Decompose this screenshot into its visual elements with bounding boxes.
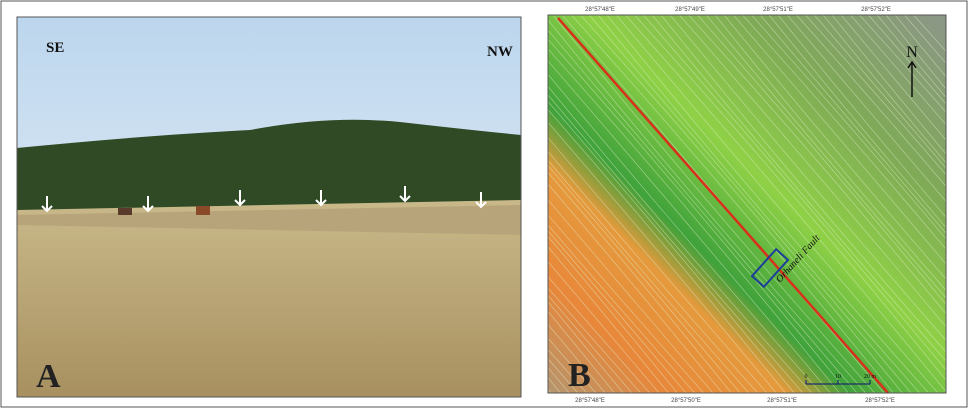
coord-label: 28°57'48"E xyxy=(585,7,615,13)
coord-label: 28°57'51"E xyxy=(767,398,797,404)
page: {"panels": [ {"label": "A", "annotations… xyxy=(0,0,968,408)
coord-label: 28°57'51"E xyxy=(763,7,793,13)
coord-label: 28°57'52"E xyxy=(861,7,891,13)
panel-label: B xyxy=(568,357,591,394)
scale-label: 20 m xyxy=(864,374,877,380)
panel-label: A xyxy=(36,358,61,395)
scale-label: 0 xyxy=(805,374,808,380)
north-label: N xyxy=(906,44,918,61)
scale-label: 10 xyxy=(835,374,841,380)
annotation: NW xyxy=(487,44,513,60)
coord-label: 28°57'50"E xyxy=(671,398,701,404)
coord-label: 28°57'49"E xyxy=(675,7,705,13)
annotation: SE xyxy=(46,40,64,56)
coord-label: 28°57'52"E xyxy=(865,398,895,404)
photo-panel: SE NW A xyxy=(17,17,521,397)
figure: SE NW A Orhaneli Fault N 0 10 20 m B 28°… xyxy=(0,0,968,408)
coord-label: 28°57'48"E xyxy=(575,398,605,404)
